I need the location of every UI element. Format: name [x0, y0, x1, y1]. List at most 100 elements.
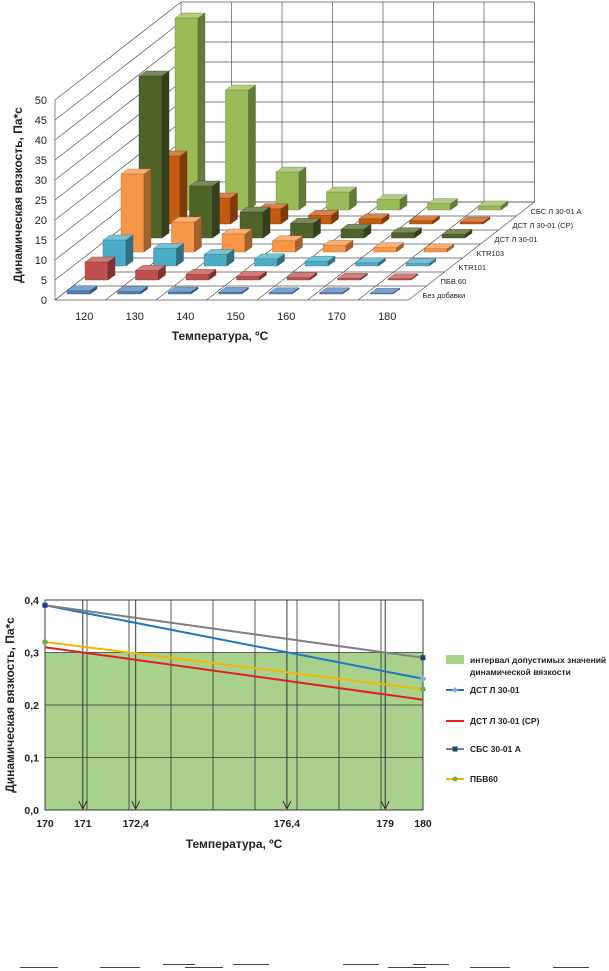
- bar-front: [373, 247, 397, 253]
- x-tick-label: 150: [227, 311, 245, 323]
- bar-top: [286, 272, 318, 278]
- bar-top: [116, 286, 149, 292]
- floor-grid: [357, 201, 485, 301]
- bar-top: [66, 285, 98, 291]
- side-wall-grid: [54, 21, 182, 121]
- x-tick-label: 120: [75, 311, 93, 323]
- marker-arrow-head: [380, 800, 390, 811]
- series-point: [420, 686, 426, 693]
- y-tick-label: 40: [35, 135, 47, 147]
- bar-front: [66, 290, 91, 295]
- bar-side: [248, 84, 256, 211]
- marker-arrow-head: [131, 800, 141, 811]
- series-line: [44, 646, 424, 701]
- marker-arrow-head: [282, 800, 292, 811]
- x-tick-label: 176,4: [274, 818, 300, 830]
- bar-top: [325, 186, 358, 193]
- legend-label: СБС 30-01 А: [470, 744, 521, 754]
- bar-top: [405, 258, 437, 264]
- bar-front: [218, 292, 242, 295]
- bar-top: [134, 265, 167, 271]
- y-tick-label: 30: [35, 175, 47, 187]
- legend-swatch-band: [446, 655, 464, 664]
- legend-label: интервал допустимых значений: [470, 655, 606, 665]
- bar-top: [372, 242, 405, 248]
- footer-rule: [413, 964, 449, 965]
- bar-top: [322, 239, 354, 246]
- chart-3d-bar: 0 5 10 15 20 25 30 35 40 45 50 120 130 140 150 160 170 18…: [11, 1, 582, 343]
- bar-side: [212, 180, 220, 239]
- y-tick-label: 0,1: [24, 753, 39, 765]
- series-label: ДСТ Л 30-01: [495, 235, 538, 244]
- y-tick-label: 35: [35, 155, 47, 167]
- y-tick-label: 25: [35, 195, 47, 207]
- legend-label: ДСТ Л 30-01 (СР): [470, 716, 540, 726]
- bar-top: [318, 287, 351, 293]
- bar-front: [286, 277, 311, 281]
- bar-side: [262, 206, 271, 239]
- y-tick-label: 10: [35, 255, 47, 267]
- bar-top: [423, 243, 455, 250]
- bar-top: [120, 168, 152, 175]
- series-line: [44, 641, 424, 691]
- x-tick-label: 172,4: [123, 818, 149, 830]
- y-axis-title: Динамическая вязкость, Па*с: [11, 107, 25, 283]
- x-tick-label: 180: [414, 818, 432, 830]
- series-label: СБС Л 30-01 А: [531, 207, 582, 216]
- footer-rule: [185, 967, 223, 968]
- chart-line-viscosity: 0,0 0,1 0,2 0,3 0,4 170 171 172,4 176,4 179 180 Тем…: [3, 595, 606, 851]
- y-tick-label: 0,4: [24, 595, 39, 607]
- bar-top: [268, 287, 300, 293]
- bar-front: [376, 199, 401, 211]
- bar-top: [408, 215, 441, 222]
- x-axis-title: Температура, ºС: [172, 329, 269, 343]
- x-tick-label: 140: [176, 311, 194, 323]
- legend-label: ДСТ Л 30-01: [470, 685, 520, 695]
- bar-side: [230, 192, 238, 225]
- y-axis-title: Динамическая вязкость, Па*с: [3, 617, 17, 793]
- floor-grid: [408, 201, 535, 301]
- series-label: ПБВ 60: [441, 277, 467, 286]
- x-tick-label: 179: [376, 818, 394, 830]
- bar-front: [272, 240, 296, 253]
- bar-side: [298, 166, 307, 211]
- bar-front: [254, 258, 278, 267]
- footer-rule: [470, 967, 510, 968]
- y-tick-label: 0,2: [24, 700, 39, 712]
- y-tick-label: 0: [41, 295, 47, 307]
- acceptable-viscosity-band: [45, 652, 423, 810]
- bar-top: [167, 286, 199, 293]
- bar-top: [217, 287, 250, 293]
- bar-front: [153, 248, 177, 267]
- bar-front: [135, 270, 159, 281]
- bar-front: [84, 261, 109, 281]
- series-point: [419, 675, 427, 683]
- bar-top: [185, 269, 217, 275]
- bar-top: [304, 256, 336, 262]
- bar-front: [358, 218, 383, 225]
- bar-top: [340, 223, 372, 230]
- series-label: KTR101: [459, 263, 487, 272]
- bar-top: [170, 216, 203, 223]
- footer-rule: [343, 964, 379, 965]
- bar-top: [441, 229, 473, 235]
- bar-top: [275, 166, 307, 173]
- bar-front: [185, 274, 210, 281]
- x-tick-label: 170: [36, 818, 54, 830]
- floor-grid: [307, 201, 434, 301]
- legend-swatch-marker: [452, 687, 458, 693]
- bar-top: [376, 194, 408, 200]
- bar-front: [423, 248, 448, 253]
- y-tick-label: 5: [41, 275, 47, 287]
- bar-top: [390, 227, 423, 234]
- bar-front: [477, 205, 502, 211]
- series-point: [420, 655, 426, 661]
- bar-top: [477, 200, 509, 207]
- bar-front: [304, 261, 329, 267]
- series-line: [44, 604, 424, 680]
- series-label: KTR103: [477, 249, 505, 258]
- bar-top: [358, 213, 390, 220]
- bar-front: [427, 203, 451, 211]
- marker-arrow-head: [78, 800, 88, 811]
- bar-front: [405, 263, 430, 267]
